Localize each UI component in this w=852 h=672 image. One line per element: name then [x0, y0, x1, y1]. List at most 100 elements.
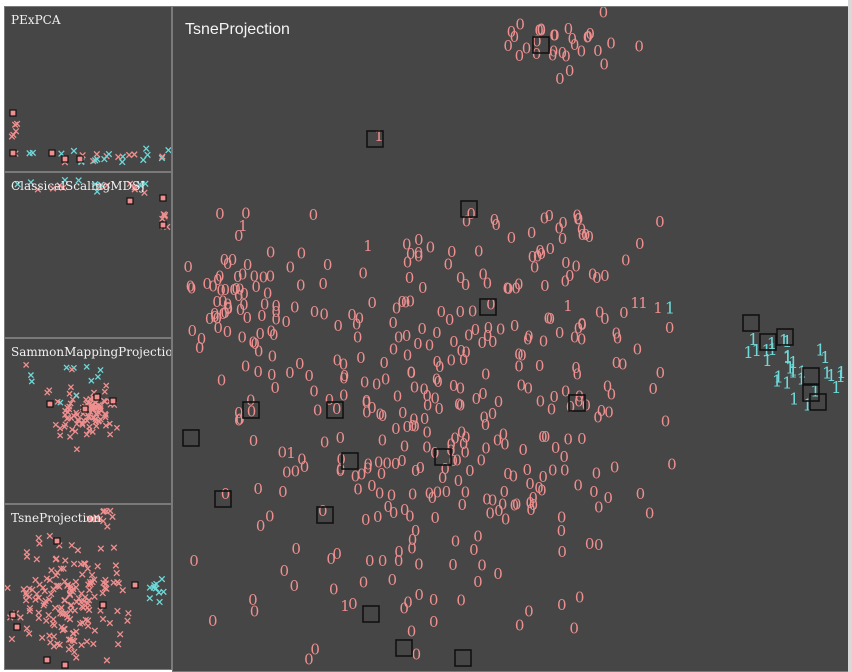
- selected-point-box[interactable]: [434, 448, 452, 466]
- selected-point-box[interactable]: [759, 333, 777, 351]
- selected-point-box[interactable]: [242, 401, 260, 419]
- point-label-0: 0: [474, 243, 484, 261]
- point-label-0: 0: [606, 34, 616, 52]
- point-label-0: 0: [526, 501, 536, 519]
- panel-title: TsneProjection: [185, 21, 290, 38]
- point-marker: [93, 150, 101, 158]
- point-label-0: 0: [402, 235, 412, 253]
- point-label-0: 0: [477, 334, 487, 352]
- point-label-0: 0: [333, 317, 343, 335]
- point-marker: [57, 565, 65, 572]
- selected-point-box[interactable]: [776, 328, 794, 346]
- selected-point-box[interactable]: [802, 384, 820, 402]
- point-label-0: 0: [667, 455, 677, 473]
- point-label-0: 0: [213, 319, 223, 337]
- point-label-0: 0: [464, 326, 474, 344]
- point-label-0: 0: [459, 435, 469, 453]
- point-marker: [78, 590, 85, 597]
- point-marker: [114, 607, 121, 615]
- selected-point-box[interactable]: [479, 298, 497, 316]
- selected-point-box[interactable]: [341, 452, 359, 470]
- selected-point-box[interactable]: [460, 200, 478, 218]
- point-marker: [50, 633, 58, 640]
- point-label-0: 0: [429, 591, 439, 609]
- selected-point-box[interactable]: [366, 130, 384, 148]
- selected-point-box[interactable]: [326, 401, 344, 419]
- selected-point-box[interactable]: [802, 367, 820, 385]
- point-marker: [47, 590, 55, 598]
- selected-point-box[interactable]: [809, 393, 827, 411]
- selected-point-box[interactable]: [742, 314, 760, 332]
- point-label-0: 0: [378, 407, 388, 425]
- point-label-0: 0: [503, 37, 513, 55]
- point-marker: [73, 392, 80, 399]
- point-label-0: 0: [561, 254, 571, 272]
- point-marker: [74, 546, 82, 554]
- point-label-0: 0: [469, 541, 479, 559]
- selected-point-box[interactable]: [532, 36, 550, 54]
- point-label-0: 0: [485, 505, 495, 523]
- point-label-0: 0: [574, 393, 584, 411]
- point-label-0: 0: [554, 219, 564, 237]
- point-marker: [27, 179, 35, 186]
- point-label-0: 0: [297, 245, 307, 263]
- point-marker: [57, 432, 64, 439]
- point-marker: [12, 128, 20, 135]
- point-label-0: 0: [456, 396, 466, 414]
- point-label-0: 0: [291, 463, 301, 481]
- point-label-0: 0: [425, 485, 435, 503]
- point-label-0: 0: [514, 276, 524, 294]
- point-label-0: 0: [210, 308, 220, 326]
- point-label-0: 0: [216, 282, 226, 300]
- selected-point-box[interactable]: [182, 429, 200, 447]
- point-marker: [35, 534, 42, 542]
- point-label-0: 0: [607, 386, 617, 404]
- point-marker: [42, 617, 50, 625]
- thumbnail-tsne[interactable]: TsneProjection: [4, 504, 172, 670]
- point-label-1: 1: [563, 297, 573, 315]
- point-label-0: 0: [440, 460, 450, 478]
- selected-marker: [48, 149, 56, 157]
- point-marker: [60, 565, 67, 572]
- point-marker: [79, 571, 86, 578]
- point-marker: [87, 395, 94, 402]
- selected-point-box[interactable]: [568, 394, 586, 412]
- point-label-0: 0: [266, 243, 276, 261]
- point-label-0: 0: [560, 461, 570, 479]
- point-label-0: 0: [375, 485, 385, 503]
- point-label-0: 0: [465, 462, 475, 480]
- point-label-0: 0: [329, 581, 339, 599]
- point-label-0: 0: [271, 311, 281, 329]
- selected-point-box[interactable]: [214, 490, 232, 508]
- point-label-0: 0: [498, 495, 508, 513]
- point-label-0: 0: [352, 315, 362, 333]
- point-marker: [103, 657, 111, 664]
- point-label-0: 0: [494, 502, 504, 520]
- point-label-0: 0: [472, 390, 482, 408]
- selected-point-box[interactable]: [362, 605, 380, 623]
- point-label-0: 0: [523, 461, 533, 479]
- point-label-0: 0: [537, 21, 547, 39]
- thumbnail-classical-scaling[interactable]: ClassicalScalingMDSJ: [4, 172, 172, 338]
- point-marker: [146, 595, 154, 602]
- thumbnail-title: PExPCA: [11, 13, 61, 27]
- point-label-0: 0: [304, 367, 314, 385]
- point-label-0: 0: [239, 285, 249, 303]
- selected-point-box[interactable]: [316, 506, 334, 524]
- point-marker: [64, 581, 72, 588]
- point-label-1: 1: [779, 331, 789, 350]
- point-label-0: 0: [428, 489, 438, 507]
- point-label-0: 0: [241, 205, 251, 223]
- point-label-0: 0: [589, 483, 599, 501]
- selected-point-box[interactable]: [454, 649, 472, 667]
- point-label-0: 0: [223, 255, 233, 273]
- point-label-1: 1: [836, 367, 846, 386]
- thumbnail-sammon-mapping[interactable]: SammonMappingProjection: [4, 338, 172, 504]
- selected-point-box[interactable]: [395, 639, 413, 657]
- point-label-0: 0: [517, 347, 527, 365]
- point-label-0: 0: [410, 379, 420, 397]
- thumbnail-pexpca[interactable]: PExPCA: [4, 6, 172, 172]
- point-label-0: 0: [248, 334, 258, 352]
